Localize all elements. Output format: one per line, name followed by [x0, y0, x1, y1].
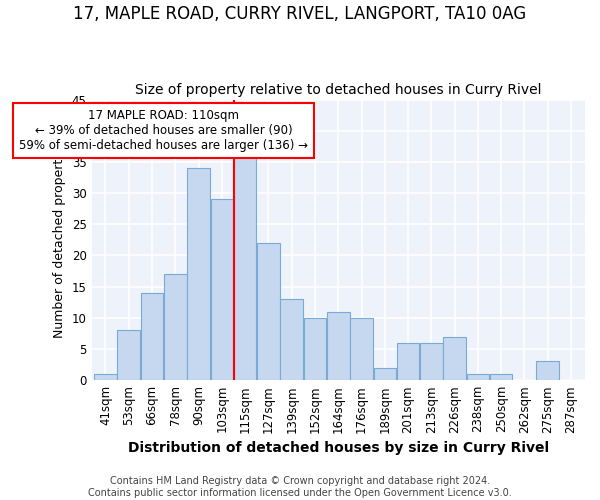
Bar: [164, 274, 187, 380]
Bar: [467, 374, 489, 380]
Text: 17 MAPLE ROAD: 110sqm
← 39% of detached houses are smaller (90)
59% of semi-deta: 17 MAPLE ROAD: 110sqm ← 39% of detached …: [19, 109, 308, 152]
Bar: [118, 330, 140, 380]
X-axis label: Distribution of detached houses by size in Curry Rivel: Distribution of detached houses by size …: [128, 441, 549, 455]
Y-axis label: Number of detached properties: Number of detached properties: [53, 142, 66, 338]
Text: Contains HM Land Registry data © Crown copyright and database right 2024.
Contai: Contains HM Land Registry data © Crown c…: [88, 476, 512, 498]
Bar: [257, 243, 280, 380]
Title: Size of property relative to detached houses in Curry Rivel: Size of property relative to detached ho…: [135, 83, 542, 97]
Bar: [280, 299, 303, 380]
Bar: [94, 374, 117, 380]
Bar: [327, 312, 350, 380]
Text: 17, MAPLE ROAD, CURRY RIVEL, LANGPORT, TA10 0AG: 17, MAPLE ROAD, CURRY RIVEL, LANGPORT, T…: [73, 5, 527, 23]
Bar: [443, 336, 466, 380]
Bar: [304, 318, 326, 380]
Bar: [397, 343, 419, 380]
Bar: [350, 318, 373, 380]
Bar: [141, 293, 163, 380]
Bar: [490, 374, 512, 380]
Bar: [536, 362, 559, 380]
Bar: [234, 150, 256, 380]
Bar: [187, 168, 210, 380]
Bar: [211, 200, 233, 380]
Bar: [420, 343, 443, 380]
Bar: [374, 368, 396, 380]
